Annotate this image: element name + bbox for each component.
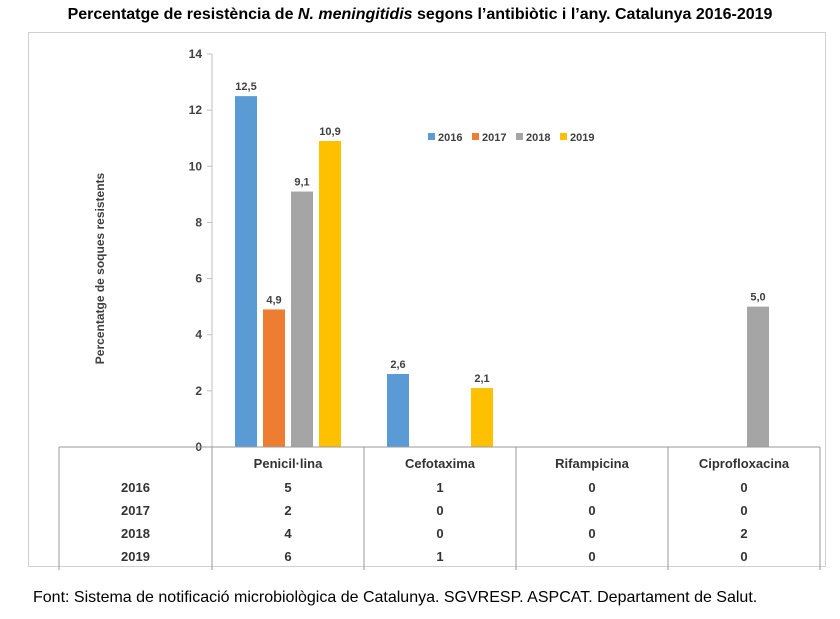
bar-2016-1 xyxy=(387,374,409,447)
table-cell: 0 xyxy=(740,480,747,495)
table-cell: 5 xyxy=(284,480,291,495)
data-label: 9,1 xyxy=(294,177,309,189)
table-cell: 2 xyxy=(740,526,747,541)
table-row-label: 2017 xyxy=(121,503,150,518)
category-label: Rifampicina xyxy=(555,456,629,471)
table-cell: 1 xyxy=(436,549,443,564)
y-tick-label: 8 xyxy=(195,215,202,229)
table-cell: 4 xyxy=(284,526,292,541)
table-cell: 2 xyxy=(284,503,291,518)
table-cell: 0 xyxy=(588,503,595,518)
bar-2016-0 xyxy=(235,96,257,447)
legend-label: 2018 xyxy=(526,132,550,144)
legend-label: 2019 xyxy=(570,132,594,144)
data-label: 5,0 xyxy=(750,292,765,304)
table-cell: 0 xyxy=(588,526,595,541)
bar-2018-0 xyxy=(291,191,313,447)
table-row-label: 2018 xyxy=(121,526,150,541)
y-tick-label: 12 xyxy=(189,103,203,117)
data-label: 2,1 xyxy=(474,373,489,385)
table-cell: 6 xyxy=(284,549,291,564)
table-cell: 0 xyxy=(740,549,747,564)
category-label: Cefotaxima xyxy=(405,456,476,471)
legend-label: 2017 xyxy=(482,132,506,144)
legend-swatch-2016 xyxy=(428,133,435,140)
category-label: Ciprofloxacina xyxy=(699,456,790,471)
title-suffix: segons l’antibiòtic i l’any. Catalunya 2… xyxy=(412,6,773,23)
table-cell: 0 xyxy=(588,480,595,495)
table-cell: 0 xyxy=(436,503,443,518)
bar-2019-0 xyxy=(319,141,341,447)
data-label: 2,6 xyxy=(390,359,405,371)
chart-frame xyxy=(28,32,826,567)
title-prefix: Percentatge de resistència de xyxy=(67,6,298,23)
y-tick-label: 6 xyxy=(195,272,202,286)
category-label: Penicil·lina xyxy=(254,456,323,471)
title-italic: N. meningitidis xyxy=(297,6,413,23)
data-label: 12,5 xyxy=(235,81,256,93)
table-cell: 0 xyxy=(740,503,747,518)
y-tick-label: 14 xyxy=(189,47,203,61)
bar-2019-1 xyxy=(471,388,493,447)
table-cell: 0 xyxy=(436,526,443,541)
legend-swatch-2019 xyxy=(560,133,567,140)
table-cell: 0 xyxy=(588,549,595,564)
data-label: 10,9 xyxy=(319,126,340,138)
source-note: Font: Sistema de notificació microbiològ… xyxy=(33,589,758,606)
y-axis-label: Percentatge de soques resistents xyxy=(93,172,107,364)
y-tick-label: 2 xyxy=(195,384,202,398)
chart-title: Percentatge de resistència de N. meningi… xyxy=(0,6,840,24)
y-tick-label: 4 xyxy=(195,328,202,342)
legend-swatch-2017 xyxy=(472,133,479,140)
table-cell: 1 xyxy=(436,480,443,495)
y-tick-label: 10 xyxy=(189,159,203,173)
legend-swatch-2018 xyxy=(516,133,523,140)
data-label: 4,9 xyxy=(266,294,281,306)
bar-2018-3 xyxy=(747,306,769,447)
legend-label: 2016 xyxy=(438,132,462,144)
bar-2017-0 xyxy=(263,309,285,447)
table-row-label: 2016 xyxy=(121,480,150,495)
table-row-label: 2019 xyxy=(121,549,150,564)
